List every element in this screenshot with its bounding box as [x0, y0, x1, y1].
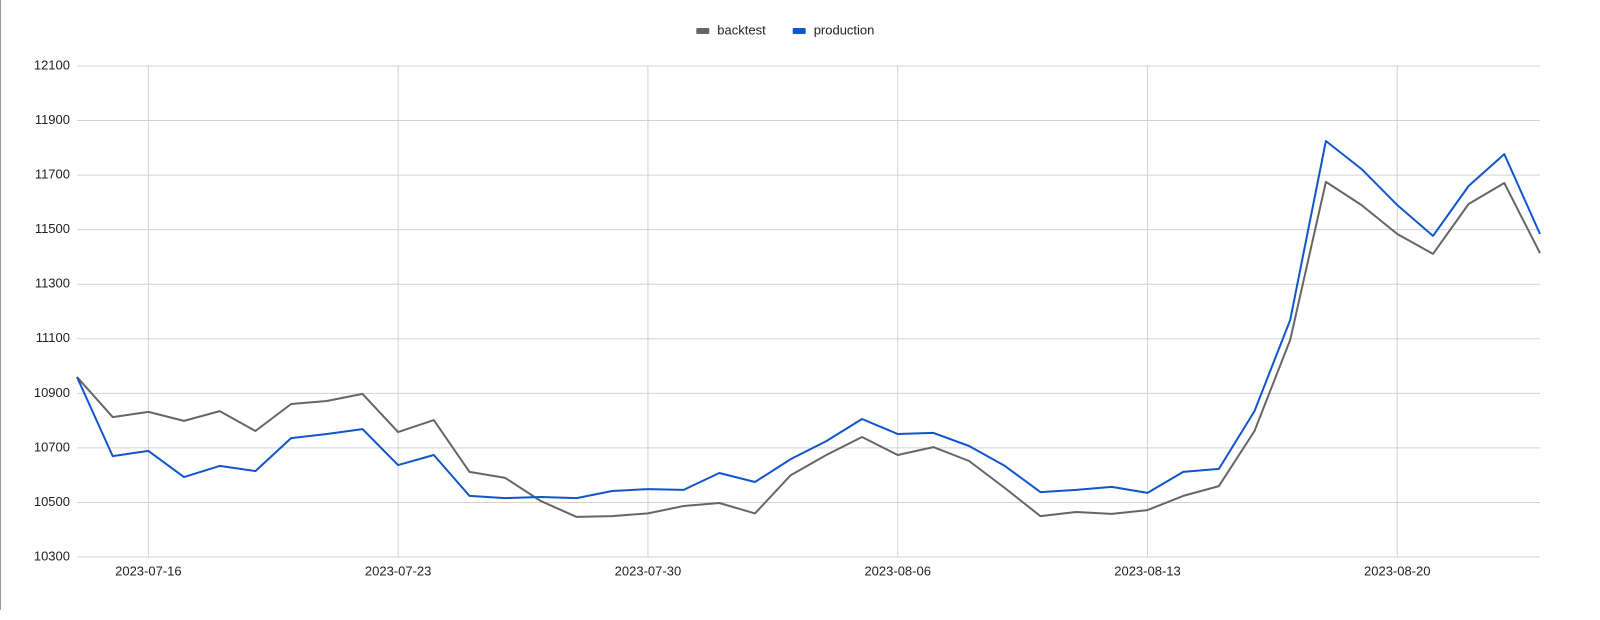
- legend-label: backtest: [717, 22, 766, 37]
- y-tick-label: 10700: [34, 439, 70, 454]
- x-tick-label: 2023-07-30: [615, 563, 682, 578]
- y-tick-label: 11300: [35, 276, 70, 291]
- x-tick-label: 2023-07-23: [365, 563, 432, 578]
- y-tick-label: 11500: [35, 221, 70, 236]
- y-tick-label: 11700: [35, 167, 70, 182]
- legend-swatch: [792, 28, 806, 34]
- y-tick-label: 11100: [36, 330, 70, 345]
- series-line: [76, 180, 1541, 518]
- x-tick-label: 2023-08-06: [864, 563, 931, 578]
- legend-swatch: [696, 28, 710, 34]
- y-tick-label: 10900: [34, 385, 70, 400]
- x-tick-label: 2023-08-20: [1364, 563, 1431, 578]
- y-tick-label: 11900: [35, 112, 70, 127]
- legend-label: production: [814, 22, 875, 37]
- y-tick-label: 10500: [34, 494, 70, 509]
- y-tick-label: 10300: [34, 548, 70, 563]
- x-tick-label: 2023-07-16: [115, 563, 182, 578]
- y-tick-label: 12100: [34, 57, 70, 72]
- series-line: [76, 140, 1541, 500]
- x-tick-label: 2023-08-13: [1114, 563, 1181, 578]
